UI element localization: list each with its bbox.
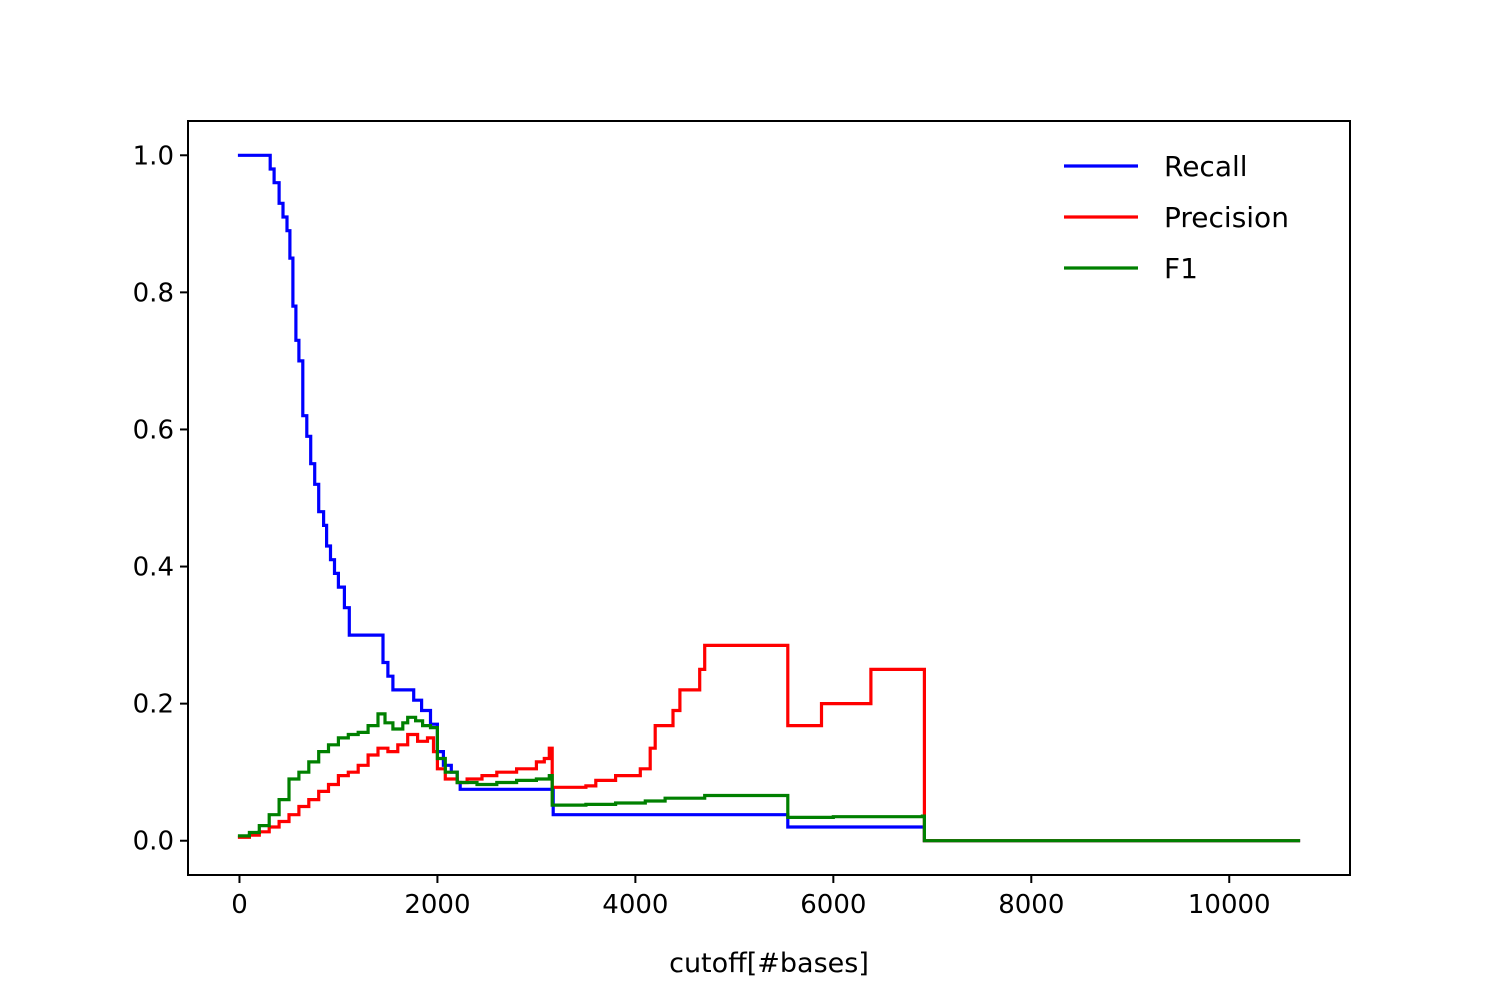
y-tick-label: 0.6 <box>133 415 174 445</box>
y-tick-label: 0.0 <box>133 827 174 857</box>
y-tick-label: 0.4 <box>133 553 174 583</box>
y-tick-label: 1.0 <box>133 141 174 171</box>
x-tick-label: 4000 <box>602 890 668 920</box>
x-tick-label: 8000 <box>998 890 1064 920</box>
series-layer <box>237 153 1301 843</box>
legend-label-recall: Recall <box>1164 150 1248 183</box>
plot-frame <box>187 120 1351 876</box>
x-tick-label: 2000 <box>404 890 470 920</box>
x-axis-label: cutoff[#bases] <box>669 948 869 979</box>
y-tick-label: 0.2 <box>133 690 174 720</box>
series-line-f1 <box>237 712 1301 843</box>
y-tick-label: 0.8 <box>133 278 174 308</box>
x-tick-label: 6000 <box>800 890 866 920</box>
x-tick-label: 10000 <box>1188 890 1271 920</box>
x-axis: 0 2000 4000 6000 8000 10000 <box>231 875 1271 920</box>
x-tick-label: 0 <box>231 890 248 920</box>
legend-label-precision: Precision <box>1164 201 1289 234</box>
y-axis: 0.0 0.2 0.4 0.6 0.8 1.0 <box>133 141 188 857</box>
legend-label-f1: F1 <box>1164 252 1198 285</box>
legend: Recall Precision F1 <box>1064 150 1289 285</box>
